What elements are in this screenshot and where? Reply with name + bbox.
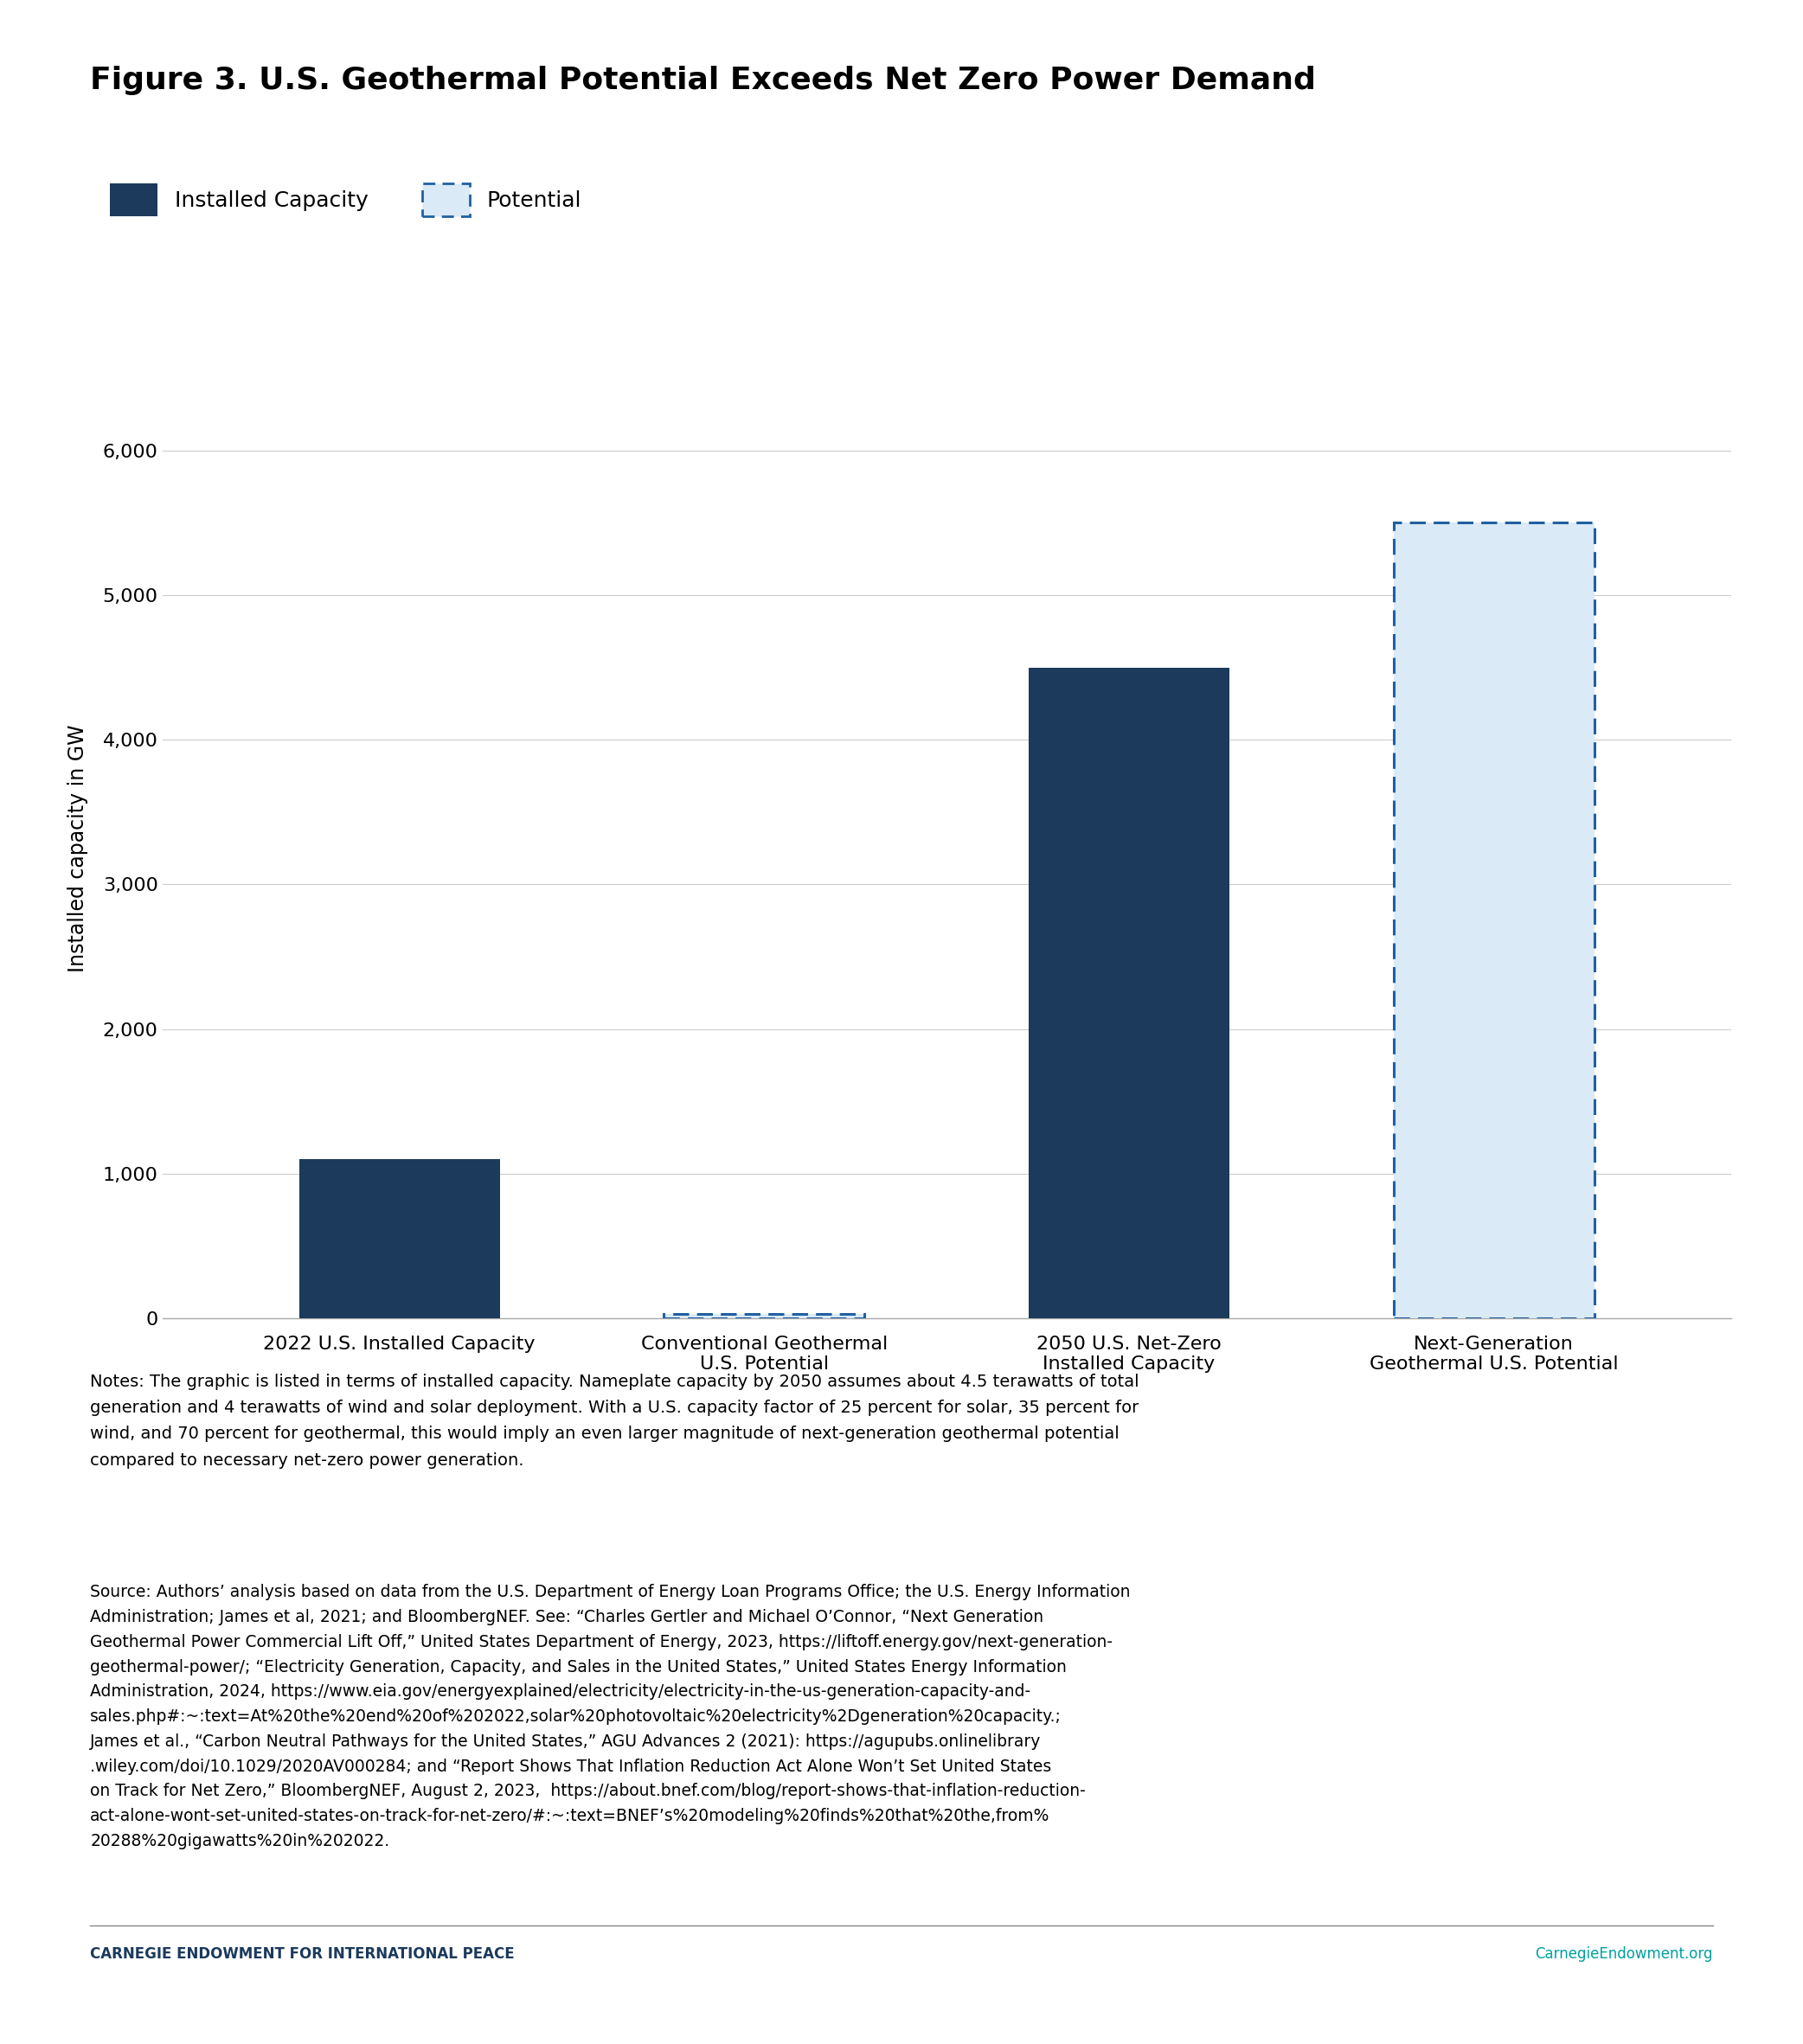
Bar bbox=[299, 1159, 499, 1318]
Text: CarnegieEndowment.org: CarnegieEndowment.org bbox=[1534, 1946, 1713, 1962]
Y-axis label: Installed capacity in GW: Installed capacity in GW bbox=[67, 724, 88, 973]
Bar bbox=[664, 1314, 864, 1318]
Bar bbox=[1394, 523, 1594, 1318]
Legend: Installed Capacity, Potential: Installed Capacity, Potential bbox=[101, 174, 590, 225]
Text: Figure 3. U.S. Geothermal Potential Exceeds Net Zero Power Demand: Figure 3. U.S. Geothermal Potential Exce… bbox=[90, 65, 1316, 94]
Text: Source: Authors’ analysis based on data from the U.S. Department of Energy Loan : Source: Authors’ analysis based on data … bbox=[90, 1584, 1130, 1850]
Bar bbox=[1030, 668, 1230, 1318]
Text: Notes: The graphic is listed in terms of installed capacity. Nameplate capacity : Notes: The graphic is listed in terms of… bbox=[90, 1374, 1139, 1468]
Text: CARNEGIE ENDOWMENT FOR INTERNATIONAL PEACE: CARNEGIE ENDOWMENT FOR INTERNATIONAL PEA… bbox=[90, 1946, 514, 1962]
Bar bbox=[664, 1314, 864, 1318]
Bar bbox=[1394, 523, 1594, 1318]
